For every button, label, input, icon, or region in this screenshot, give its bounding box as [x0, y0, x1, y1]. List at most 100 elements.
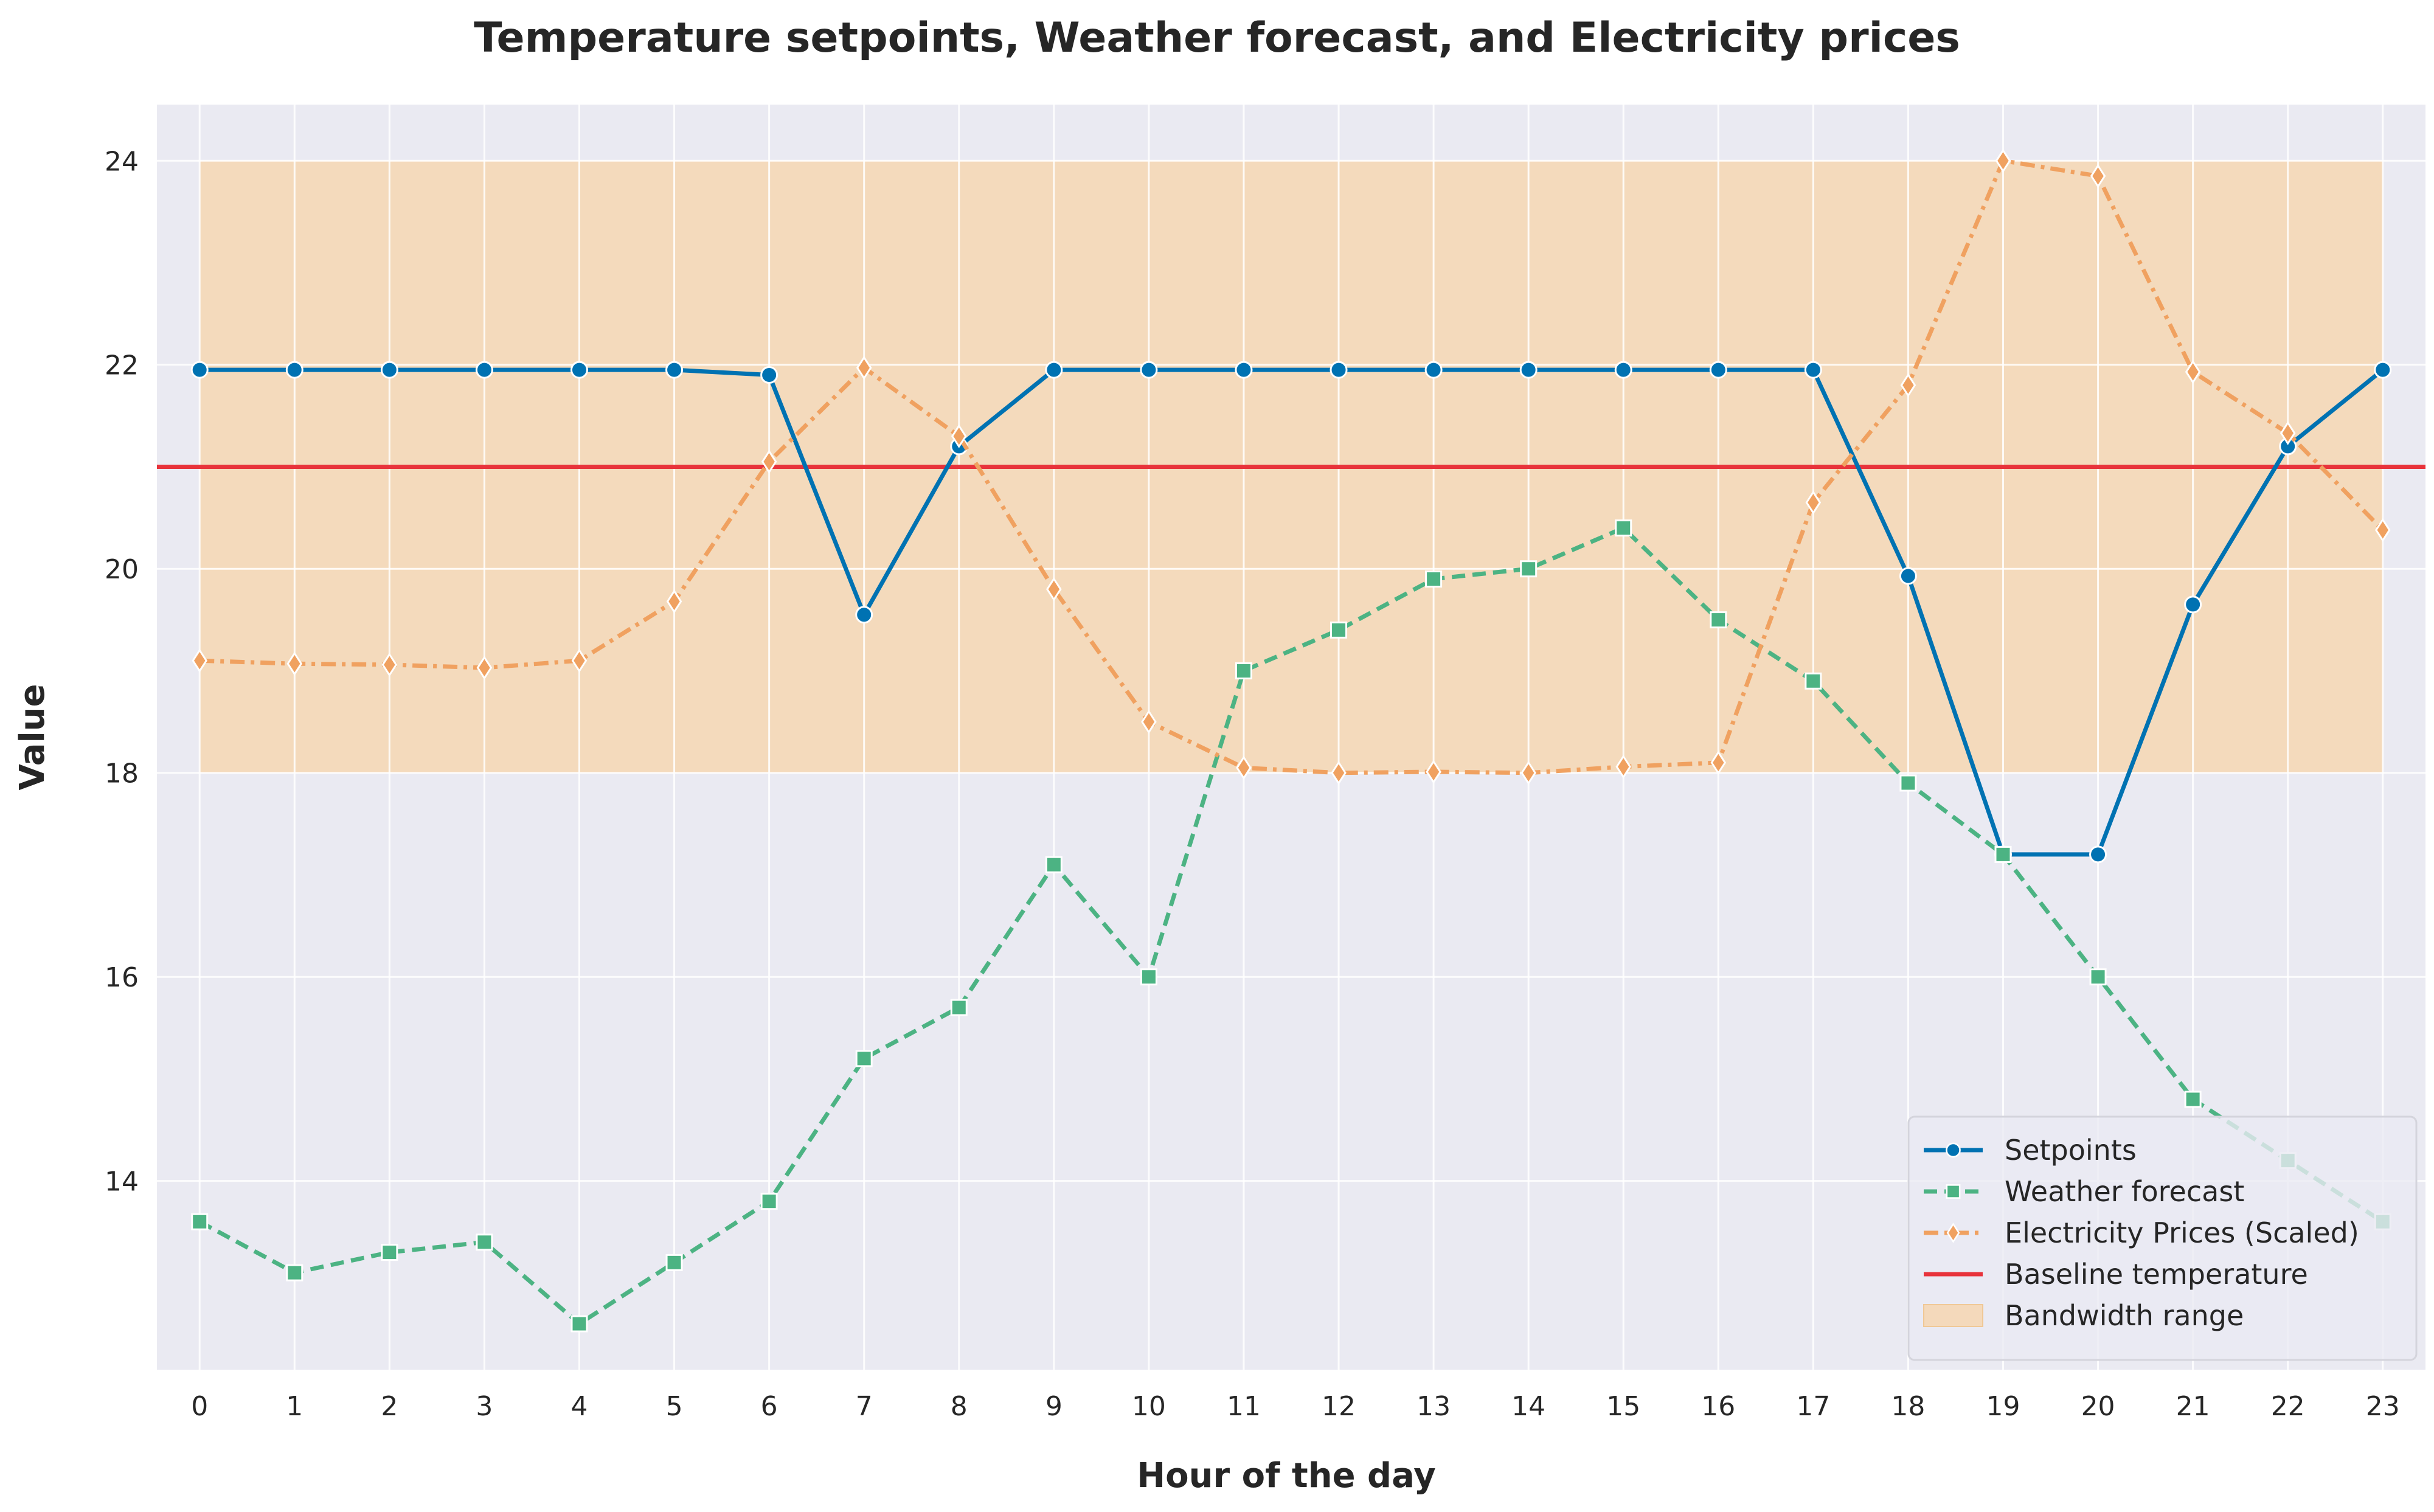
x-tick-label: 16 — [1701, 1391, 1735, 1422]
data-point-1-1 — [286, 1264, 303, 1281]
y-tick-label: 18 — [105, 758, 139, 789]
grid-layer — [157, 105, 2425, 1370]
data-point-0-11 — [1235, 361, 1253, 379]
data-point-1-0 — [191, 1213, 209, 1230]
data-point-2-1 — [286, 651, 303, 676]
data-point-2-17 — [1805, 490, 1822, 515]
data-point-1-19 — [1994, 845, 2012, 863]
series-0 — [190, 361, 2392, 864]
data-point-2-20 — [2090, 164, 2106, 189]
legend-patch-band — [1923, 1304, 1983, 1327]
data-point-2-18 — [1900, 373, 1916, 398]
legend-label: Baseline temperature — [2005, 1258, 2308, 1291]
data-point-2-13 — [1426, 760, 1441, 784]
data-point-0-10 — [1140, 361, 1158, 379]
data-point-2-19 — [1995, 148, 2011, 173]
legend-label: Electricity Prices (Scaled) — [2005, 1216, 2359, 1249]
data-point-1-9 — [1045, 856, 1063, 873]
data-point-2-15 — [1615, 754, 1632, 779]
x-tick-label: 14 — [1511, 1391, 1545, 1422]
data-point-1-17 — [1805, 672, 1822, 690]
x-tick-label: 1 — [286, 1391, 303, 1422]
series-line-2 — [199, 158, 2385, 775]
x-tick-label: 19 — [1986, 1391, 2020, 1422]
legend-label: Bandwidth range — [2005, 1299, 2244, 1332]
data-point-1-6 — [760, 1193, 778, 1210]
data-point-2-8 — [951, 424, 967, 448]
x-tick-label: 12 — [1322, 1391, 1356, 1422]
x-tick-label: 22 — [2271, 1391, 2305, 1422]
data-point-2-2 — [381, 653, 398, 677]
data-point-1-12 — [1330, 621, 1348, 639]
data-point-1-13 — [1425, 570, 1443, 588]
legend-marker-1 — [1946, 1184, 1961, 1199]
y-tick-label: 24 — [105, 146, 139, 177]
legend-item-2: Electricity Prices (Scaled) — [1924, 1216, 2359, 1249]
data-point-2-6 — [761, 449, 777, 474]
data-point-1-10 — [1140, 968, 1157, 986]
y-tick-label: 22 — [105, 350, 139, 381]
data-point-2-21 — [2185, 359, 2201, 384]
series-2 — [192, 148, 2391, 785]
data-point-2-9 — [1046, 577, 1062, 602]
data-point-1-3 — [476, 1233, 493, 1251]
x-tick-label: 18 — [1891, 1391, 1925, 1422]
chart-title: Temperature setpoints, Weather forecast,… — [474, 14, 1960, 62]
x-tick-label: 8 — [951, 1391, 968, 1422]
data-point-1-18 — [1899, 774, 1917, 792]
data-point-2-3 — [476, 656, 493, 680]
data-point-0-12 — [1330, 361, 1348, 379]
data-point-0-21 — [2184, 595, 2202, 614]
data-point-0-18 — [1899, 567, 1917, 585]
data-point-0-17 — [1804, 361, 1822, 379]
x-tick-label: 2 — [381, 1391, 398, 1422]
data-point-1-8 — [950, 999, 968, 1016]
data-point-2-11 — [1236, 755, 1252, 780]
data-point-1-2 — [381, 1244, 398, 1261]
legend-box — [1907, 1115, 2418, 1361]
legend-item-1: Weather forecast — [1924, 1175, 2244, 1208]
series-line-0 — [199, 367, 2384, 857]
x-tick-label: 5 — [666, 1391, 683, 1422]
data-point-2-22 — [2280, 421, 2296, 445]
legend: Setpoints Weather forecast Electricity Pri… — [1907, 1115, 2418, 1361]
data-point-2-12 — [1331, 760, 1347, 785]
data-point-0-20 — [2089, 845, 2107, 864]
x-axis-label: Hour of the day — [1137, 1456, 1435, 1496]
data-point-0-9 — [1045, 361, 1063, 379]
x-tick-label: 4 — [570, 1391, 588, 1422]
series-line-1 — [198, 525, 2384, 1326]
data-point-1-4 — [570, 1315, 588, 1333]
data-point-2-16 — [1710, 751, 1727, 775]
data-point-0-14 — [1519, 361, 1538, 379]
data-point-0-3 — [475, 361, 493, 379]
legend-marker-2 — [1946, 1222, 1960, 1243]
data-point-2-7 — [856, 356, 872, 380]
tick-label-layer: 0 1 2 3 4 5 6 7 8 9 10 11 12 13 14 15 16 17 18 19 20 21 22 2314… — [105, 146, 2400, 1422]
series-1 — [191, 519, 2391, 1333]
legend-item-4: Bandwidth range — [1923, 1299, 2244, 1332]
data-point-2-10 — [1141, 710, 1157, 734]
series-layer — [190, 148, 2392, 1333]
data-point-1-15 — [1615, 519, 1632, 537]
legend-item-3: Baseline temperature — [1924, 1258, 2308, 1291]
data-point-1-16 — [1710, 611, 1727, 629]
data-point-0-2 — [380, 361, 398, 379]
data-point-0-23 — [2374, 361, 2392, 379]
data-point-0-13 — [1424, 361, 1443, 379]
x-tick-label: 15 — [1606, 1391, 1640, 1422]
data-point-0-1 — [285, 361, 303, 379]
x-tick-label: 7 — [856, 1391, 873, 1422]
x-tick-label: 10 — [1132, 1391, 1166, 1422]
data-point-0-4 — [570, 361, 588, 379]
data-point-0-0 — [190, 361, 209, 379]
x-tick-label: 20 — [2081, 1391, 2115, 1422]
legend-label: Setpoints — [2005, 1134, 2137, 1167]
data-point-1-21 — [2184, 1091, 2202, 1108]
legend-label: Weather forecast — [2005, 1175, 2244, 1208]
data-point-0-6 — [760, 366, 778, 384]
y-axis-label: Value — [13, 684, 52, 790]
legend-item-0: Setpoints — [1924, 1134, 2137, 1167]
x-tick-label: 17 — [1796, 1391, 1830, 1422]
